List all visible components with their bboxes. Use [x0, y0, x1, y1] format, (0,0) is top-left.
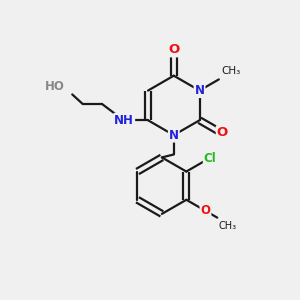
Text: O: O	[168, 43, 179, 56]
Text: Cl: Cl	[204, 152, 217, 164]
Text: N: N	[169, 129, 179, 142]
Text: NH: NH	[114, 114, 134, 127]
Text: HO: HO	[45, 80, 65, 93]
Text: CH₃: CH₃	[219, 220, 237, 231]
Text: O: O	[217, 126, 228, 140]
Text: N: N	[194, 84, 205, 97]
Text: CH₃: CH₃	[222, 66, 241, 76]
Text: O: O	[200, 204, 211, 218]
